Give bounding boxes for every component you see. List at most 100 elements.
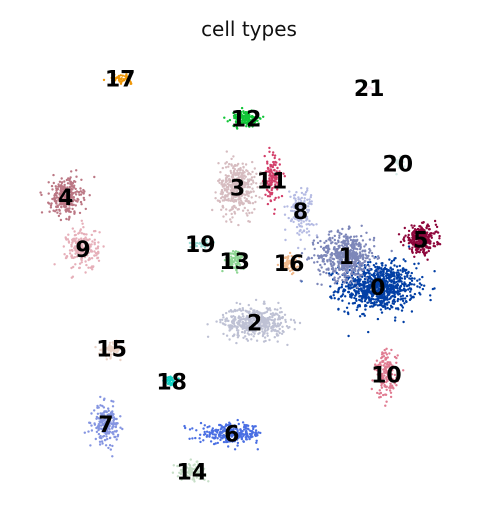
point (273, 336, 276, 339)
point (109, 448, 113, 451)
point (345, 281, 348, 284)
point (244, 199, 248, 203)
point (337, 272, 340, 276)
point (401, 282, 404, 286)
point (381, 264, 384, 267)
point (241, 421, 245, 424)
point (89, 266, 93, 269)
point (384, 307, 387, 310)
point (241, 307, 244, 310)
point (337, 298, 340, 301)
point (344, 256, 347, 259)
point (70, 245, 73, 248)
cluster-label-21: 21 (354, 77, 385, 102)
point (235, 329, 239, 332)
point (229, 324, 232, 327)
point (234, 200, 238, 203)
point (395, 271, 398, 274)
point (219, 192, 222, 195)
point (286, 205, 289, 208)
point (90, 243, 93, 246)
point (341, 273, 345, 276)
point (74, 187, 77, 191)
point (354, 281, 357, 285)
point (292, 194, 296, 197)
point (256, 316, 260, 319)
point (220, 188, 224, 192)
point (244, 193, 247, 197)
point (319, 273, 322, 276)
point (421, 287, 425, 291)
point (62, 245, 65, 248)
point (260, 197, 264, 200)
point (73, 230, 76, 233)
point (230, 327, 234, 330)
point (88, 421, 91, 424)
point (90, 250, 94, 253)
point (409, 297, 412, 301)
point (231, 177, 234, 180)
point (248, 323, 251, 326)
point (313, 261, 316, 264)
point (383, 302, 386, 305)
point (393, 275, 396, 278)
point (418, 282, 422, 285)
point (235, 341, 238, 345)
point (353, 244, 356, 248)
point (386, 289, 389, 292)
point (360, 224, 363, 227)
point (325, 268, 328, 271)
point (247, 220, 250, 223)
point (249, 307, 252, 310)
point (366, 301, 369, 304)
point (293, 321, 297, 324)
point (250, 333, 253, 336)
point (407, 233, 410, 237)
point (232, 182, 235, 185)
point (368, 291, 371, 294)
point (370, 251, 374, 255)
point (219, 438, 222, 442)
point (69, 176, 72, 179)
point (378, 389, 381, 392)
point (234, 318, 237, 321)
point (373, 304, 376, 307)
point (232, 171, 235, 174)
point (322, 258, 325, 261)
cluster-label-4: 4 (58, 186, 73, 211)
point (386, 303, 389, 306)
point (372, 236, 376, 240)
point (367, 281, 370, 284)
point (325, 271, 328, 275)
point (381, 286, 384, 290)
point (363, 249, 367, 252)
point (268, 150, 271, 153)
point (400, 297, 403, 301)
point (343, 280, 346, 284)
point (292, 319, 296, 322)
point (362, 286, 365, 289)
point (375, 359, 379, 362)
point (332, 262, 335, 265)
point (233, 180, 237, 183)
cluster-label-11: 11 (257, 169, 288, 194)
point (366, 284, 369, 288)
point (230, 208, 233, 211)
point (223, 323, 226, 326)
point (346, 237, 349, 240)
point (54, 185, 57, 188)
point (295, 225, 299, 229)
point (322, 270, 325, 274)
point (82, 196, 86, 200)
point (225, 334, 229, 337)
point (244, 327, 247, 330)
point (98, 231, 101, 234)
cluster-label-16: 16 (274, 252, 305, 277)
point (409, 287, 413, 290)
point (256, 320, 259, 323)
point (312, 243, 315, 246)
point (276, 334, 279, 337)
point (328, 272, 331, 275)
point (255, 182, 258, 185)
point (293, 197, 296, 200)
